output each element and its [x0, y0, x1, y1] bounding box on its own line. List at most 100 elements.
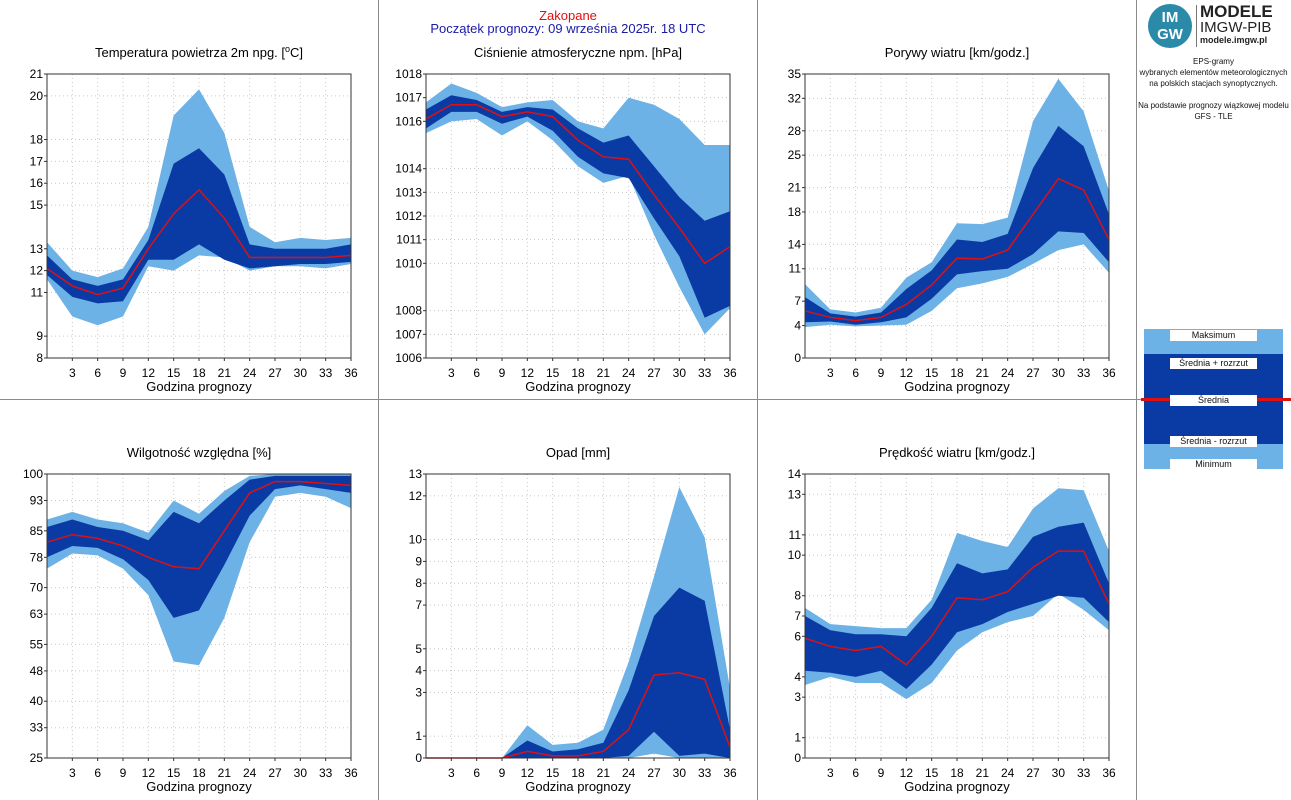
- x-tick-label: 30: [294, 366, 308, 380]
- y-tick-label: 35: [788, 67, 802, 81]
- x-tick-label: 3: [827, 366, 834, 380]
- y-tick-label: 11: [31, 285, 44, 299]
- x-tick-label: 33: [698, 366, 712, 380]
- x-tick-label: 36: [723, 366, 737, 380]
- forecast-start: Początek prognozy: 09 września 2025r. 18…: [430, 21, 706, 36]
- x-tick-label: 36: [1102, 366, 1116, 380]
- y-tick-label: 40: [30, 694, 44, 708]
- description-line-5: GFS - TLE: [1194, 112, 1233, 121]
- x-tick-label: 33: [319, 766, 333, 780]
- y-tick-label: 21: [30, 67, 44, 81]
- x-tick-label: 21: [976, 766, 990, 780]
- y-tick-label: 6: [794, 629, 801, 643]
- x-tick-label: 15: [546, 766, 560, 780]
- x-tick-label: 33: [1077, 766, 1091, 780]
- y-tick-label: 9: [36, 329, 43, 343]
- y-tick-label: 0: [794, 751, 801, 765]
- y-tick-label: 25: [30, 751, 44, 765]
- y-tick-label: 21: [788, 181, 802, 195]
- x-tick-label: 9: [499, 366, 506, 380]
- logo-separator: [1196, 5, 1197, 47]
- legend: Maksimum Średnia + rozrzut Średnia Średn…: [1141, 329, 1291, 470]
- x-tick-label: 12: [142, 366, 156, 380]
- x-tick-label: 27: [268, 366, 282, 380]
- x-tick-label: 9: [878, 766, 885, 780]
- x-tick-label: 15: [925, 366, 939, 380]
- divider-vertical-middle: [757, 0, 758, 800]
- logo-text-top: IM: [1161, 9, 1179, 26]
- spread-band: [426, 587, 730, 758]
- x-axis-label: Godzina prognozy: [904, 779, 1010, 794]
- y-tick-label: 25: [788, 148, 802, 162]
- chart-title: Ciśnienie atmosferyczne npm. [hPa]: [474, 45, 682, 60]
- y-tick-label: 3: [415, 685, 422, 699]
- divider-vertical-right: [1136, 0, 1137, 800]
- legend-label-max: Maksimum: [1170, 330, 1257, 341]
- x-tick-label: 15: [925, 766, 939, 780]
- x-tick-label: 21: [218, 366, 232, 380]
- description-line-3: na polskich stacjach synoptycznych.: [1149, 79, 1278, 88]
- x-tick-label: 15: [167, 766, 181, 780]
- chart-title: Prędkość wiatru [km/godz.]: [879, 445, 1035, 460]
- x-tick-label: 9: [878, 366, 885, 380]
- x-tick-label: 24: [622, 766, 636, 780]
- x-axis-label: Godzina prognozy: [904, 379, 1010, 394]
- y-tick-label: 78: [30, 550, 44, 564]
- y-tick-label: 8: [794, 589, 801, 603]
- y-tick-label: 1011: [396, 233, 422, 247]
- x-tick-label: 36: [1102, 766, 1116, 780]
- x-tick-label: 18: [192, 366, 206, 380]
- y-tick-label: 8: [415, 576, 422, 590]
- mean-line: [46, 480, 352, 570]
- spread-band: [47, 475, 351, 618]
- station-name: Zakopane: [539, 8, 597, 23]
- y-tick-label: 13: [788, 487, 802, 501]
- x-tick-label: 18: [192, 766, 206, 780]
- wind-gusts-chart: Porywy wiatru [km/godz.] 0 4 7 11 14 18 21 25 28 3…: [788, 45, 1116, 394]
- x-axis-label: Godzina prognozy: [525, 779, 631, 794]
- x-tick-label: 15: [167, 366, 181, 380]
- y-tick-label: 1016: [395, 114, 422, 128]
- spread-band: [805, 125, 1109, 325]
- chart-title: Opad [mm]: [546, 445, 610, 460]
- y-tick-label: 0: [415, 751, 422, 765]
- x-tick-label: 12: [521, 766, 535, 780]
- imgw-logo: IM GW: [1148, 4, 1192, 48]
- y-tick-label: 18: [30, 133, 44, 147]
- x-tick-label: 12: [900, 366, 914, 380]
- chart-title: Wilgotność względna [%]: [127, 445, 272, 460]
- x-tick-label: 18: [950, 366, 964, 380]
- x-tick-label: 9: [120, 766, 127, 780]
- y-tick-label: 5: [415, 642, 422, 656]
- wind-speed-chart: Prędkość wiatru [km/godz.]01346781011131…: [788, 445, 1116, 794]
- y-tick-label: 14: [788, 467, 802, 481]
- x-tick-label: 33: [319, 366, 333, 380]
- x-tick-label: 27: [647, 366, 661, 380]
- chart-title: Porywy wiatru [km/godz.]: [885, 45, 1030, 60]
- x-tick-label: 30: [294, 766, 308, 780]
- y-tick-label: 4: [794, 670, 801, 684]
- x-tick-label: 3: [827, 766, 834, 780]
- y-tick-label: 1013: [395, 185, 422, 199]
- range-band: [805, 78, 1109, 328]
- x-tick-label: 27: [647, 766, 661, 780]
- y-tick-label: 1010: [395, 256, 422, 270]
- x-tick-label: 21: [597, 766, 611, 780]
- x-tick-label: 3: [69, 766, 76, 780]
- x-tick-label: 9: [499, 766, 506, 780]
- x-tick-label: 27: [1026, 366, 1040, 380]
- x-tick-label: 36: [344, 366, 358, 380]
- y-tick-label: 7: [415, 598, 422, 612]
- x-tick-label: 27: [1026, 766, 1040, 780]
- y-tick-label: 18: [788, 205, 802, 219]
- y-tick-label: 15: [30, 198, 44, 212]
- x-tick-label: 6: [473, 766, 480, 780]
- mean-line: [425, 104, 731, 265]
- x-tick-label: 18: [950, 766, 964, 780]
- x-tick-label: 21: [597, 366, 611, 380]
- y-tick-label: 93: [30, 494, 44, 508]
- y-tick-label: 1: [794, 731, 801, 745]
- y-tick-label: 1012: [395, 209, 422, 223]
- x-tick-label: 6: [852, 766, 859, 780]
